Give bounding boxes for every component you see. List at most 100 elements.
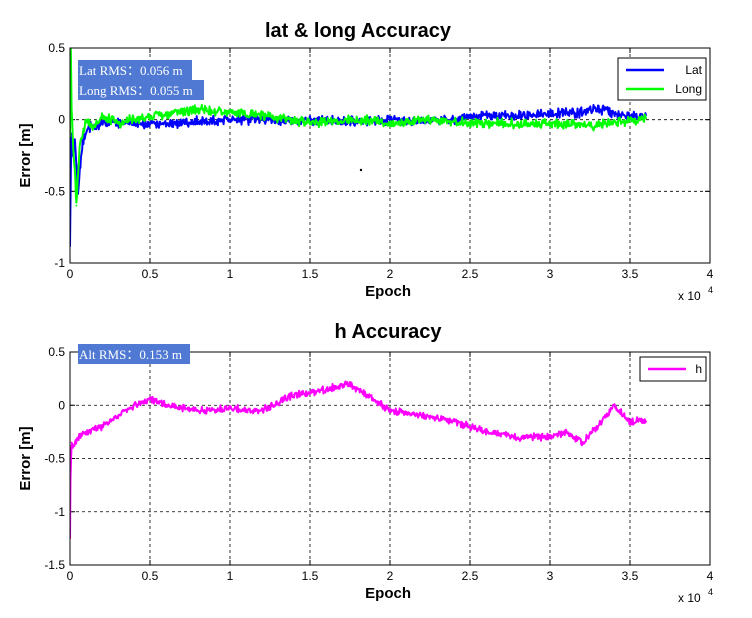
data-point-h [565,430,567,433]
data-point-long [421,118,423,121]
data-point-h [517,436,519,439]
axes-frame [69,47,711,264]
legend: h [639,356,707,382]
data-point-h [72,446,75,449]
data-point-lat [597,107,599,110]
x-tick-label: 1.5 [302,569,319,583]
x-tick-label: 3 [547,267,554,281]
x-multiplier-label: x 10 [678,591,701,605]
data-point-long [581,123,583,125]
data-point-h [453,420,455,423]
data-point-h [613,404,615,407]
y-tick-label: -1.5 [44,558,65,572]
data-point-h [325,388,327,391]
series-line-long [70,48,647,204]
data-point-h [485,430,487,433]
chart-2: 0 0.5 1 1.5 2 2.5 3 3.5 4 -1.5 -1 -0.5 0 0.5 h Accurac… [17,321,714,605]
data-point-h [421,415,423,417]
data-point-lat [485,114,487,117]
data-point-long [597,124,599,127]
y-tick-label: -1 [54,256,65,270]
data-point-h [597,425,599,428]
data-point-h [229,407,231,410]
legend-box [617,57,707,101]
x-tick-label: 0 [67,569,74,583]
data-point-h [165,404,167,407]
x-axis-label: Epoch [365,585,411,602]
data-point-lat [549,113,551,115]
data-point-long [78,147,81,150]
data-point-long [93,125,95,128]
legend-label-long: Long [675,82,702,96]
data-point-lat [181,121,183,124]
legend-label-h: h [695,362,702,376]
rms-annotation-box [78,80,204,100]
data-point-long [197,108,199,111]
y-tick-label: 0.5 [48,41,65,55]
data-point-lat [581,111,583,114]
data-point-long [181,110,183,112]
series-group [70,48,647,247]
data-point-long [85,118,87,121]
series-group [70,380,647,540]
data-point-h [70,441,73,444]
data-point-h [549,436,551,439]
data-point-h [645,420,647,423]
data-point-long [309,121,311,124]
x-axis-label: Epoch [365,283,411,300]
rms-annotation-box [78,344,190,364]
chart-1: 0 0.5 1 1.5 2 2.5 3 3.5 4 -1 -0.5 0 0.5 lat & long Ac… [17,20,714,303]
data-point-h [197,409,199,412]
x-tick-label: 1.5 [302,267,319,281]
data-point-lat [149,123,151,125]
y-tick-label: -1 [54,505,65,519]
x-tick-label: 4 [707,267,714,281]
data-point-long [389,123,391,125]
y-tick-label: -0.5 [44,184,65,198]
data-point-long [549,123,551,125]
data-point-long [101,115,103,118]
x-tick-label: 0.5 [142,569,159,583]
x-tick-label: 2 [387,569,394,583]
data-point-h [133,404,135,407]
y-tick-label: -0.5 [44,452,65,466]
data-point-h [349,383,351,385]
y-axis-label: Error [m] [17,426,34,490]
data-point-h [77,436,79,439]
y-tick-label: 0 [58,113,65,127]
data-point-lat [389,118,391,121]
chart-title: lat & long Accuracy [265,20,452,42]
data-point-lat [229,118,231,121]
y-tick-label: 0 [58,398,65,412]
data-point-lat [517,114,519,117]
data-point-long [117,121,119,124]
data-point-lat [81,140,84,143]
data-point-h [389,409,391,412]
x-tick-label: 4 [707,569,714,583]
x-tick-label: 2.5 [462,267,479,281]
x-multiplier-exponent: 4 [708,285,713,295]
rms-annotation: Lat RMS：0.056 m [79,63,183,78]
rms-annotation: Alt RMS：0.153 m [79,347,182,362]
data-point-h [373,399,375,401]
x-tick-label: 0 [67,267,74,281]
data-point-long [261,114,263,117]
data-point-long [613,121,615,124]
data-point-long [149,115,151,118]
data-point-h [581,441,583,444]
x-multiplier-label: x 10 [678,289,701,303]
data-point-lat [101,123,103,125]
legend-label-lat: Lat [685,63,702,77]
x-tick-label: 3 [547,569,554,583]
data-point-h [117,415,119,417]
data-point-h [101,425,103,428]
data-point-lat [613,113,615,115]
data-point-h [149,399,151,401]
data-point-long [72,147,75,150]
data-point-long [469,121,471,124]
x-tick-label: 3.5 [622,569,639,583]
rms-annotation: Long RMS：0.055 m [79,83,193,98]
data-point-lat [73,140,76,143]
chart-title: h Accuracy [334,321,442,343]
